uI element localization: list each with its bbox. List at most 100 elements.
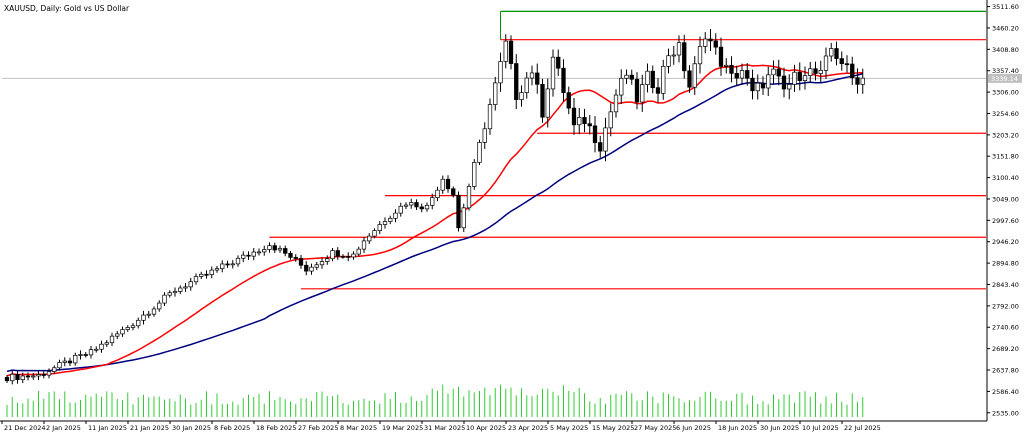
candle-body	[372, 230, 377, 237]
candle-body	[393, 212, 398, 219]
candle-body	[178, 287, 183, 292]
candle-body	[519, 92, 524, 100]
candle-body	[813, 68, 818, 74]
candle-body	[31, 375, 36, 378]
candle-body	[115, 333, 120, 337]
candle-body	[781, 75, 787, 90]
candle-body	[566, 92, 571, 109]
candle-body	[561, 67, 566, 93]
candle-body	[829, 48, 834, 57]
price-tick-label: 2740.60	[992, 324, 1019, 332]
price-axis: 3511.60 3460.20 3408.80 3357.40 3306.00 3254.…	[986, 0, 1022, 421]
time-axis: 21 Dec 2024 2 Jan 2025 11 Jan 2025 21 Jan 2…	[0, 420, 987, 432]
candle-body	[120, 329, 125, 335]
candle-body	[356, 248, 361, 255]
candle-body	[330, 250, 335, 260]
candle-body	[20, 375, 25, 381]
candle-body	[325, 258, 330, 262]
candle-body	[482, 128, 487, 143]
candle-body	[440, 178, 445, 191]
candle-body	[745, 70, 750, 79]
ma-slow-line	[6, 72, 864, 373]
candle-body	[713, 40, 718, 48]
candle-body	[771, 68, 776, 76]
candle-body	[466, 186, 472, 209]
candle-body	[535, 72, 540, 85]
candle-body	[498, 61, 503, 84]
candle-body	[340, 256, 346, 258]
candle-body	[529, 72, 535, 79]
candle-body	[52, 367, 57, 372]
time-tick-label: 15 May 2025	[592, 424, 634, 432]
candle-body	[204, 273, 209, 276]
candle-body	[235, 257, 241, 265]
candle-body	[503, 40, 508, 62]
candle-body	[403, 204, 409, 207]
candle-body	[46, 371, 52, 376]
price-tick-label: 2535.00	[992, 409, 1019, 417]
candle-body	[850, 63, 855, 79]
candle-body	[640, 84, 645, 103]
candle-body	[613, 94, 619, 113]
time-tick-label: 22 Jul 2025	[844, 424, 881, 432]
price-tick-label: 2843.40	[992, 281, 1019, 289]
moving-average-slow	[6, 72, 864, 373]
candle-body	[493, 82, 498, 105]
candle-body	[818, 69, 823, 74]
time-tick-label: 21 Dec 2024	[4, 424, 46, 432]
candle-body	[367, 235, 372, 242]
candle-body	[15, 373, 20, 381]
candle-body	[25, 375, 31, 378]
candle-body	[414, 202, 419, 208]
moving-average-fast	[6, 64, 863, 377]
candle-body	[293, 257, 298, 259]
candle-body	[808, 68, 813, 76]
candle-body	[78, 354, 83, 356]
candle-body	[377, 224, 382, 231]
candle-body	[36, 374, 41, 377]
candle-body	[645, 70, 650, 85]
candle-body	[682, 42, 687, 72]
candle-body	[839, 58, 844, 65]
price-tick-label: 3049.00	[992, 195, 1019, 203]
candle-body	[4, 377, 10, 382]
candle-body	[409, 202, 414, 206]
candle-body	[729, 64, 734, 74]
candle-body	[697, 45, 703, 65]
candle-body	[298, 258, 304, 266]
candle-body	[346, 256, 351, 258]
candle-body	[424, 204, 430, 210]
price-tick-label: 2689.20	[992, 345, 1019, 353]
candle-body	[739, 70, 745, 79]
candle-body	[787, 84, 792, 90]
candle-body	[461, 207, 466, 229]
candle-body	[62, 360, 67, 363]
candle-body	[587, 123, 592, 127]
time-tick-label: 11 Jan 2025	[88, 424, 127, 432]
candle-body	[157, 302, 162, 310]
time-tick-label: 19 Mar 2025	[382, 424, 423, 432]
candle-body	[172, 291, 178, 294]
candle-body	[83, 354, 88, 356]
candle-body	[834, 48, 839, 59]
ma-fast-line	[6, 64, 863, 377]
candle-body	[603, 127, 608, 152]
time-tick-label: 27 May 2025	[634, 424, 676, 432]
price-tick-label: 3460.20	[992, 24, 1019, 32]
time-tick-label: 27 Feb 2025	[298, 424, 338, 432]
candle-body	[844, 63, 850, 66]
candle-body	[41, 374, 46, 376]
candle-body	[183, 286, 188, 289]
time-tick-label: 18 Jun 2025	[718, 424, 757, 432]
price-tick-label: 3203.20	[992, 131, 1019, 139]
candle-body	[571, 107, 577, 126]
candle-body	[435, 189, 440, 198]
candle-body	[225, 263, 230, 266]
candle-body	[430, 197, 435, 206]
candle-body	[419, 206, 424, 210]
time-tick-label: 8 Feb 2025	[214, 424, 250, 432]
candle-body	[398, 205, 403, 214]
candle-body	[10, 373, 15, 382]
